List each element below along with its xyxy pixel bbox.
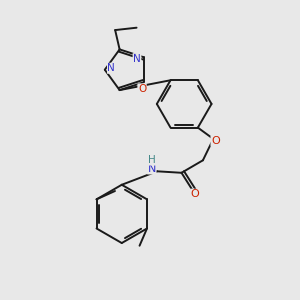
Text: N: N	[133, 54, 141, 64]
Text: N: N	[107, 63, 115, 73]
Text: O: O	[191, 189, 200, 199]
Text: H: H	[148, 155, 156, 165]
Text: O: O	[138, 84, 146, 94]
Text: N: N	[148, 164, 156, 174]
Text: O: O	[211, 136, 220, 146]
